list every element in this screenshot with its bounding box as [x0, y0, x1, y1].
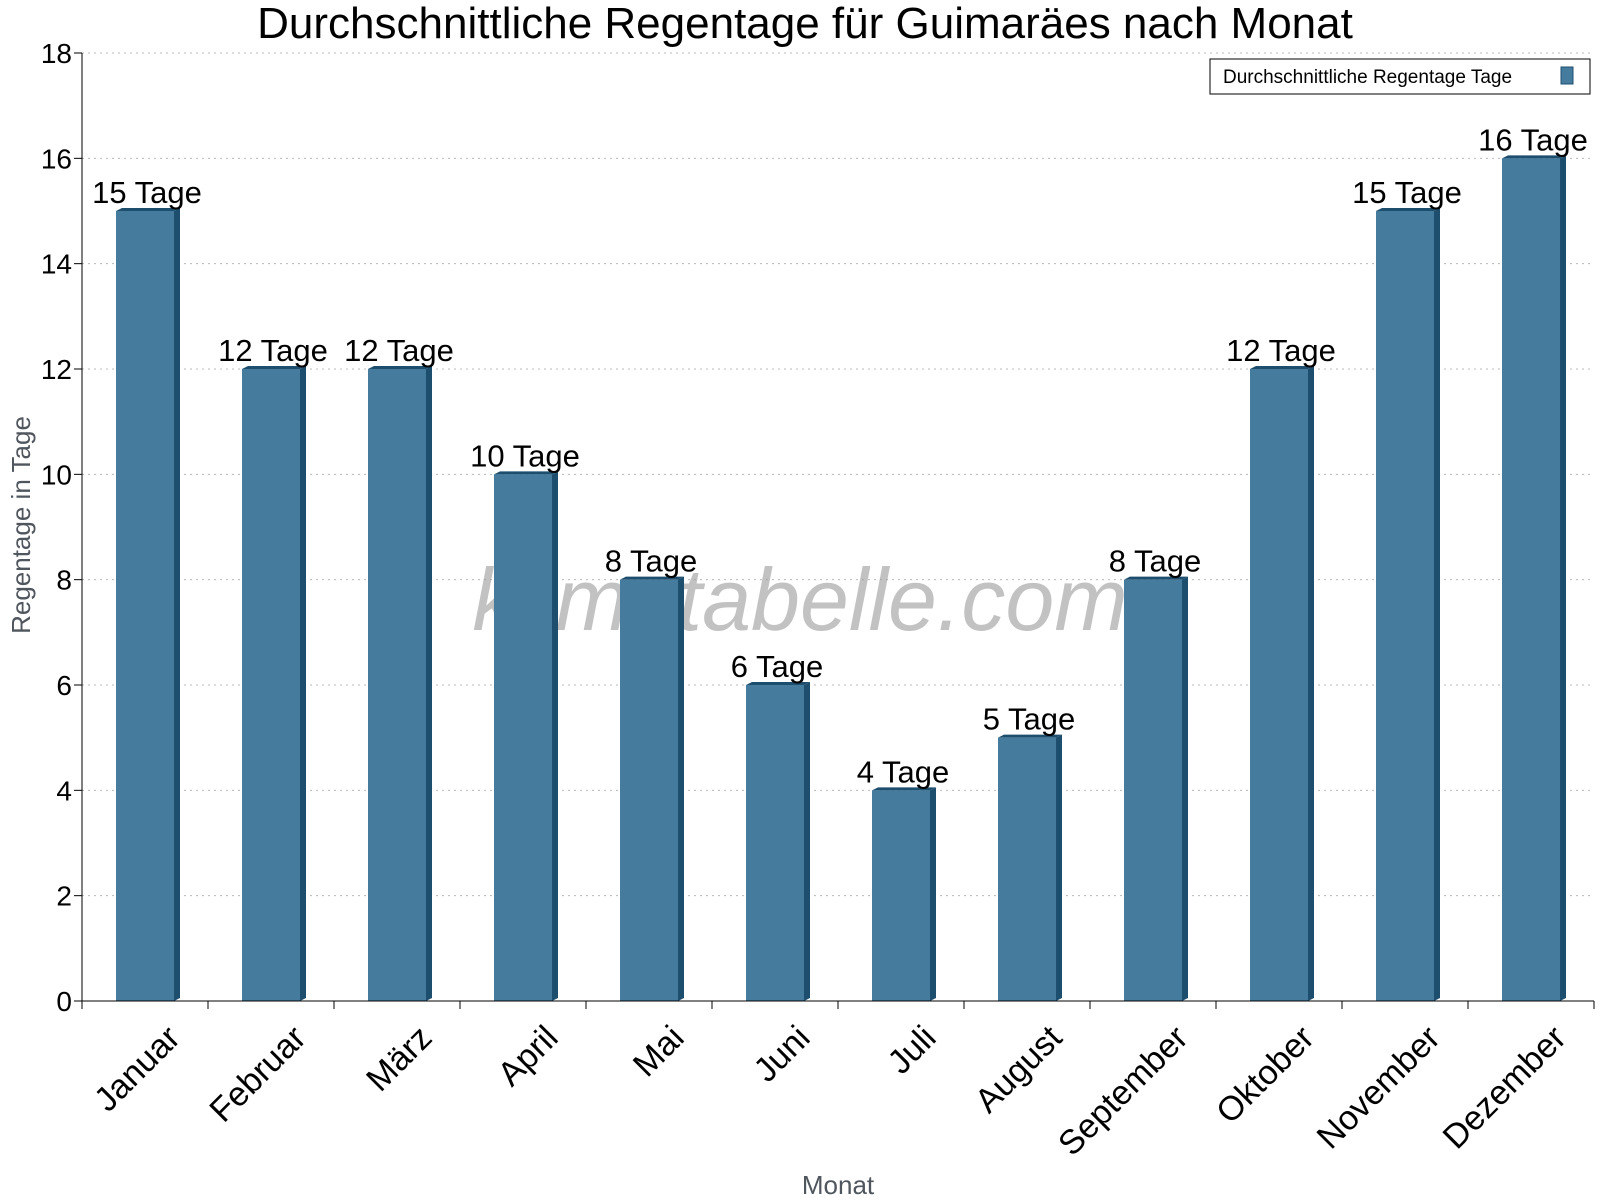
- legend-box: [1209, 58, 1591, 95]
- x-tick-label: Oktober: [1209, 1019, 1321, 1131]
- y-tick-label: 16: [41, 143, 72, 174]
- bar: [1250, 366, 1314, 1001]
- bar-front: [872, 790, 930, 1001]
- bar-side: [174, 208, 180, 1001]
- bar-side: [300, 366, 306, 1001]
- x-tick-label: September: [1051, 1019, 1195, 1163]
- bar-side: [678, 576, 684, 1001]
- x-tick-label: Juni: [747, 1019, 818, 1090]
- x-tick-label: Juli: [881, 1019, 944, 1082]
- bar-top: [1124, 576, 1188, 580]
- x-tick-label: November: [1310, 1019, 1448, 1157]
- data-label: 4 Tage: [857, 754, 950, 789]
- data-labels: 15 Tage 12 Tage 12 Tage 10 Tage 8 Tage 6 Tage…: [92, 122, 1588, 789]
- y-tick-label: 14: [41, 249, 72, 280]
- bar-front: [1124, 579, 1182, 1001]
- y-tick-label: 8: [56, 565, 72, 596]
- watermark: klimatabelle.com: [472, 550, 1127, 649]
- bars: [116, 155, 1566, 1002]
- bar-front: [1250, 369, 1308, 1001]
- bar-side: [1182, 576, 1188, 1001]
- bar-front: [1502, 158, 1560, 1002]
- x-tick-label: Januar: [87, 1019, 187, 1119]
- bar-front: [1376, 211, 1434, 1001]
- bar-side: [1434, 208, 1440, 1001]
- bar: [746, 682, 810, 1001]
- data-label: 8 Tage: [605, 544, 698, 579]
- x-axis-label: Monat: [802, 1170, 875, 1200]
- bar-top: [746, 682, 810, 685]
- y-tick-label: 4: [56, 775, 72, 806]
- bar: [1376, 208, 1440, 1001]
- bar-front: [242, 369, 300, 1001]
- bar-side: [804, 682, 810, 1001]
- bar-top: [368, 366, 432, 369]
- bar-side: [1560, 155, 1566, 1002]
- data-label: 12 Tage: [344, 333, 454, 368]
- y-tick-label: 2: [56, 881, 72, 912]
- x-tick-label: März: [359, 1019, 439, 1099]
- data-label: 8 Tage: [1109, 544, 1202, 579]
- bar: [1124, 576, 1188, 1001]
- bar: [242, 366, 306, 1001]
- legend-swatch: [1560, 66, 1574, 85]
- y-axis-label: Regentage in Tage: [6, 416, 36, 634]
- bar-front: [620, 579, 678, 1001]
- y-tick-label: 18: [41, 38, 72, 69]
- data-label: 15 Tage: [1352, 175, 1462, 210]
- bar-side: [1056, 734, 1062, 1001]
- bar: [620, 576, 684, 1001]
- bar-side: [426, 366, 432, 1001]
- bar: [368, 366, 432, 1001]
- bar: [494, 471, 558, 1001]
- legend-label: Durchschnittliche Regentage Tage: [1223, 67, 1512, 88]
- bar-side: [1308, 366, 1314, 1001]
- bar-top: [494, 471, 558, 475]
- bar-top: [1250, 366, 1314, 369]
- data-label: 5 Tage: [983, 702, 1076, 737]
- bar-side: [552, 471, 558, 1001]
- chart-title: Durchschnittliche Regentage für Guimaräe…: [257, 0, 1353, 48]
- x-tick-label: Dezember: [1436, 1019, 1574, 1157]
- bar-front: [116, 211, 174, 1001]
- x-tick-label: April: [491, 1019, 566, 1094]
- bar-top: [1502, 155, 1566, 159]
- x-tick-label: Februar: [202, 1019, 313, 1130]
- bar-top: [116, 208, 180, 211]
- bar: [1502, 155, 1566, 1002]
- bar-front: [368, 369, 426, 1001]
- data-label: 15 Tage: [92, 175, 202, 210]
- bar-front: [998, 737, 1056, 1001]
- bar-front: [494, 474, 552, 1001]
- bar-top: [1376, 208, 1440, 211]
- bar-top: [998, 734, 1062, 738]
- x-tick-label: Mai: [626, 1019, 692, 1085]
- y-tick-label: 6: [56, 670, 72, 701]
- data-label: 6 Tage: [731, 649, 824, 684]
- y-tick-label: 0: [56, 986, 72, 1017]
- bar: [872, 787, 936, 1001]
- y-tick-label: 12: [41, 354, 72, 385]
- y-tick-label: 10: [41, 459, 72, 490]
- data-label: 12 Tage: [218, 333, 328, 368]
- x-tick-label: August: [968, 1018, 1070, 1120]
- bar-top: [620, 576, 684, 580]
- bar-top: [242, 366, 306, 369]
- bar: [998, 734, 1062, 1001]
- data-label: 10 Tage: [470, 438, 580, 473]
- data-label: 12 Tage: [1226, 333, 1336, 368]
- data-label: 16 Tage: [1478, 122, 1588, 157]
- bar-side: [930, 787, 936, 1001]
- grid: [82, 52, 1594, 897]
- legend: Durchschnittliche Regentage Tage: [1209, 58, 1591, 95]
- bar: [116, 208, 180, 1001]
- bar-top: [872, 787, 936, 791]
- bar-front: [746, 685, 804, 1001]
